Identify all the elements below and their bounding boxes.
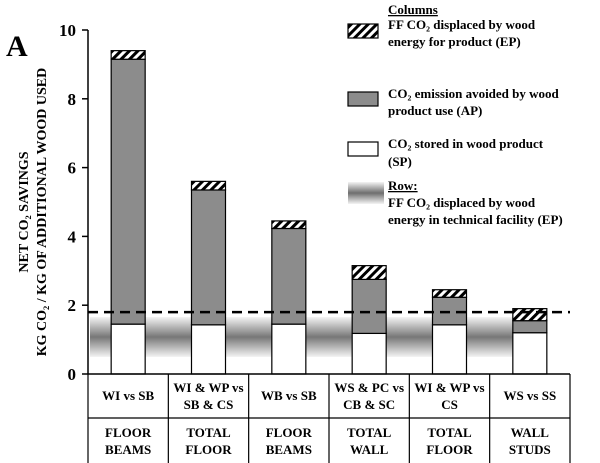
legend-item-text: CO₂ stored in wood product (388, 136, 544, 151)
bar-segment-ep (190, 180, 227, 191)
bar-segment-sp (512, 332, 548, 375)
y-tick-label: 6 (68, 159, 77, 178)
bar-segment-sp (431, 324, 468, 375)
bar-segment-ap (190, 189, 227, 326)
y-axis-label: NET CO₂ SAVINGS KG CO₂ / KG OF ADDITIONAL… (17, 68, 50, 357)
panel-label: A (6, 30, 28, 63)
group-label: WALL (350, 442, 389, 457)
bar-segment-sp (271, 323, 307, 375)
row-band-segment (386, 317, 433, 357)
legend-row-title: Row: (388, 178, 418, 193)
group-label: BEAMS (266, 442, 312, 457)
legend-row-item-text: FF CO₂ displaced by wood (388, 195, 536, 210)
legend-item-text: energy for product (EP) (388, 34, 521, 49)
legend-swatch-row (348, 182, 384, 204)
x-tick-label: CS (441, 397, 458, 412)
bar-segment-ap (271, 227, 307, 325)
legend-item-text: CO₂ emission avoided by wood (388, 86, 560, 101)
legend-columns-title: Columns (388, 2, 438, 17)
x-tick-label: SB & CS (184, 397, 234, 412)
y-tick-label: 4 (68, 227, 77, 246)
bar-segment-ep (351, 265, 387, 281)
bar-segment-sp (351, 332, 387, 375)
y-tick-label: 8 (68, 90, 77, 109)
bar-segment-ep (271, 220, 307, 230)
y-tick-label: 0 (68, 365, 77, 384)
x-tick-label: CB & SC (343, 397, 395, 412)
group-label: TOTAL (427, 425, 472, 440)
bar-segment-ep (512, 308, 548, 322)
group-label: FLOOR (185, 442, 232, 457)
x-tick-label: WB vs SB (261, 388, 317, 403)
bar-segment-sp (190, 324, 227, 375)
x-tick-label: WI vs SB (102, 388, 154, 403)
legend-item-text: (SP) (388, 154, 412, 169)
legend-swatch-sp (347, 141, 379, 157)
legend-row-item-text: energy in technical facility (EP) (388, 212, 563, 227)
row-band-segment (225, 317, 272, 357)
row-band-segment (305, 317, 353, 357)
row-band-segment (90, 317, 112, 357)
group-label: BEAMS (105, 442, 151, 457)
bar-segment-ap (351, 278, 387, 335)
axes-layer: 0 2 4 6 8 10 WI vs SB FLOOR BEAMS WI & WP vs SB & … (59, 21, 571, 463)
row-band-segment (145, 317, 192, 357)
group-label: STUDS (509, 442, 551, 457)
row-band-layer (90, 317, 513, 357)
bar-segment-ep (431, 289, 468, 298)
row-band-segment (466, 317, 513, 357)
legend-item-text: FF CO₂ displaced by wood (388, 17, 536, 32)
y-axis-label-line: KG CO₂ / KG OF ADDITIONAL WOOD USED (35, 68, 50, 357)
x-tick-label: WI & WP vs (414, 380, 484, 395)
bar-segment-ap (512, 320, 548, 334)
group-label: FLOOR (105, 425, 152, 440)
x-tick-label: WS vs SS (503, 388, 556, 403)
legend-item-text: product use (AP) (388, 103, 482, 118)
legend-swatch-ap (347, 91, 379, 107)
bar-segment-sp (110, 323, 146, 375)
bar-segment-ep (110, 50, 146, 60)
bar-segment-ap (110, 58, 146, 325)
group-label: FLOOR (266, 425, 313, 440)
y-axis-label-line: NET CO₂ SAVINGS (17, 151, 32, 272)
y-axis-label-group: NET CO₂ SAVINGS KG CO₂ / KG OF ADDITIONAL… (17, 68, 50, 357)
group-label: WALL (511, 425, 550, 440)
y-tick-label: 10 (59, 21, 76, 40)
x-tick-label: WI & WP vs (173, 380, 243, 395)
y-tick-label: 2 (68, 296, 77, 315)
group-label: TOTAL (347, 425, 392, 440)
legend-swatch-ep (347, 23, 379, 39)
group-label: FLOOR (426, 442, 473, 457)
x-tick-label: WS & PC vs (334, 380, 404, 395)
group-label: TOTAL (186, 425, 231, 440)
bars-layer (110, 50, 548, 375)
